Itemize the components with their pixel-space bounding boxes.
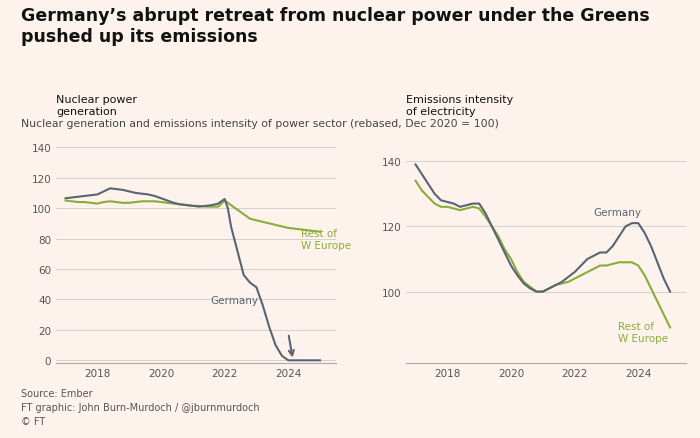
Text: Nuclear generation and emissions intensity of power sector (rebased, Dec 2020 = : Nuclear generation and emissions intensi… [21, 118, 499, 128]
Text: Emissions intensity
of electricity: Emissions intensity of electricity [406, 95, 513, 117]
Text: Germany: Germany [210, 295, 258, 305]
Text: Source: Ember
FT graphic: John Burn-Murdoch / @jburnmurdoch
© FT: Source: Ember FT graphic: John Burn-Murd… [21, 388, 260, 426]
Text: Rest of
W Europe: Rest of W Europe [617, 321, 668, 343]
Text: Germany’s abrupt retreat from nuclear power under the Greens
pushed up its emiss: Germany’s abrupt retreat from nuclear po… [21, 7, 650, 46]
Text: Nuclear power
generation: Nuclear power generation [56, 95, 137, 117]
Text: Rest of
W Europe: Rest of W Europe [301, 228, 351, 251]
Text: Germany: Germany [594, 207, 642, 217]
